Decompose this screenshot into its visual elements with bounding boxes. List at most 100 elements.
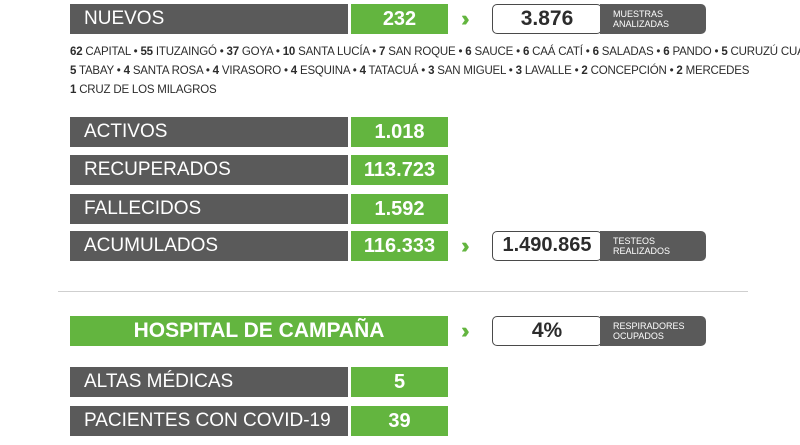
- locality-name: CAPITAL: [82, 46, 131, 58]
- locality-item: 6 SAUCE: [465, 46, 513, 58]
- respiradores-box: 4% RESPIRADORES OCUPADOS: [492, 316, 706, 346]
- recuperados-value: 113.723: [351, 155, 448, 185]
- locality-item: 6 CAÁ CATÍ: [523, 46, 583, 58]
- recuperados-row: RECUPERADOS 113.723: [70, 155, 448, 185]
- locality-count: 2: [676, 65, 683, 77]
- locality-count: 4: [212, 65, 219, 77]
- hospital-title: HOSPITAL DE CAMPAÑA: [70, 316, 448, 346]
- nuevos-label: NUEVOS: [70, 4, 348, 34]
- testeos-box: 1.490.865 TESTEOS REALIZADOS: [492, 231, 706, 261]
- locality-separator: •: [418, 65, 429, 77]
- locality-item: 2 MERCEDES: [676, 65, 749, 77]
- testeos-label-line1: TESTEOS: [613, 236, 656, 246]
- altas-value: 5: [351, 367, 448, 397]
- respiradores-value: 4%: [492, 316, 602, 346]
- muestras-label-line2: ANALIZADAS: [613, 19, 670, 29]
- locality-name: LAVALLE: [521, 65, 572, 77]
- chevron-right-icon: ››: [461, 233, 469, 258]
- locality-item: 6 PANDO: [663, 46, 711, 58]
- locality-separator: •: [280, 65, 291, 77]
- section-divider: [58, 291, 748, 292]
- locality-item: 4 TATACUÁ: [360, 65, 419, 77]
- locality-count: 6: [592, 46, 599, 58]
- pacientes-label: PACIENTES CON COVID-19: [70, 406, 348, 436]
- locality-separator: •: [653, 46, 664, 58]
- locality-separator: •: [130, 46, 141, 58]
- locality-separator: •: [202, 65, 213, 77]
- locality-separator: •: [216, 46, 227, 58]
- testeos-label: TESTEOS REALIZADOS: [600, 231, 706, 261]
- locality-separator: •: [711, 46, 722, 58]
- chevron-right-icon: ››: [461, 6, 469, 31]
- respiradores-label-line1: RESPIRADORES: [613, 321, 685, 331]
- locality-count: 3: [428, 65, 435, 77]
- activos-label: ACTIVOS: [70, 117, 348, 147]
- locality-count: 62: [70, 46, 83, 58]
- pacientes-value: 39: [351, 406, 448, 436]
- locality-separator: •: [505, 65, 516, 77]
- recuperados-label: RECUPERADOS: [70, 155, 348, 185]
- locality-separator: •: [272, 46, 283, 58]
- locality-name: MERCEDES: [682, 65, 750, 77]
- locality-name: CAÁ CATÍ: [529, 46, 583, 58]
- acumulados-row: ACUMULADOS 116.333: [70, 231, 448, 261]
- locality-count: 37: [226, 46, 240, 58]
- locality-name: SAN MIGUEL: [434, 65, 506, 77]
- localities-line-3: 1 CRUZ DE LOS MILAGROS: [70, 84, 217, 96]
- locality-name: ESQUINA: [297, 65, 350, 77]
- fallecidos-row: FALLECIDOS 1.592: [70, 194, 448, 224]
- locality-separator: •: [349, 65, 360, 77]
- locality-item: 62 CAPITAL: [70, 46, 131, 58]
- locality-separator: •: [113, 65, 124, 77]
- locality-separator: •: [666, 65, 677, 77]
- altas-label: ALTAS MÉDICAS: [70, 367, 348, 397]
- respiradores-label: RESPIRADORES OCUPADOS: [600, 316, 706, 346]
- locality-count: 4: [123, 65, 130, 77]
- locality-item: 1 CRUZ DE LOS MILAGROS: [70, 84, 217, 96]
- acumulados-label: ACUMULADOS: [70, 231, 348, 261]
- locality-name: VIRASORO: [218, 65, 281, 77]
- muestras-value: 3.876: [492, 4, 602, 34]
- locality-separator: •: [582, 46, 593, 58]
- acumulados-value: 116.333: [351, 231, 448, 261]
- locality-name: CURUZÚ CUATIÁ: [730, 46, 800, 58]
- locality-item: 3 LAVALLE: [516, 65, 572, 77]
- activos-row: ACTIVOS 1.018: [70, 117, 448, 147]
- locality-count: 10: [282, 46, 296, 58]
- locality-name: SALADAS: [598, 46, 654, 58]
- locality-count: 6: [465, 46, 472, 58]
- fallecidos-value: 1.592: [351, 194, 448, 224]
- locality-count: 3: [515, 65, 522, 77]
- muestras-label: MUESTRAS ANALIZADAS: [600, 4, 706, 34]
- locality-name: TABAY: [76, 65, 114, 77]
- locality-name: SAUCE: [471, 46, 514, 58]
- locality-separator: •: [513, 46, 523, 58]
- locality-count: 7: [379, 46, 386, 58]
- locality-separator: •: [571, 65, 582, 77]
- locality-item: 5 TABAY: [70, 65, 114, 77]
- locality-item: 55 ITUZAINGÓ: [140, 46, 216, 58]
- pacientes-row: PACIENTES CON COVID-19 39: [70, 406, 448, 436]
- locality-item: 10 SANTA LUCÍA: [283, 46, 370, 58]
- locality-item: 4 SANTA ROSA: [124, 65, 203, 77]
- locality-name: ITUZAINGÓ: [152, 46, 217, 58]
- locality-item: 37 GOYA: [226, 46, 274, 58]
- altas-row: ALTAS MÉDICAS 5: [70, 367, 448, 397]
- locality-item: 2 CONCEPCIÓN: [581, 65, 666, 77]
- locality-item: 4 VIRASORO: [212, 65, 282, 77]
- locality-item: 4 ESQUINA: [291, 65, 350, 77]
- locality-name: SAN ROQUE: [385, 46, 456, 58]
- locality-name: PANDO: [669, 46, 712, 58]
- locality-count: 5: [721, 46, 728, 58]
- locality-count: 2: [581, 65, 588, 77]
- locality-item: 3 SAN MIGUEL: [428, 65, 506, 77]
- locality-name: TATACUÁ: [365, 65, 419, 77]
- testeos-label-line2: REALIZADOS: [613, 246, 671, 256]
- locality-count: 6: [522, 46, 530, 58]
- locality-count: 1: [70, 84, 77, 96]
- locality-count: 4: [359, 65, 366, 77]
- respiradores-label-line2: OCUPADOS: [613, 331, 664, 341]
- nuevos-row: NUEVOS 232: [70, 4, 448, 34]
- locality-name: SANTA LUCÍA: [295, 46, 370, 58]
- testeos-value: 1.490.865: [492, 231, 602, 261]
